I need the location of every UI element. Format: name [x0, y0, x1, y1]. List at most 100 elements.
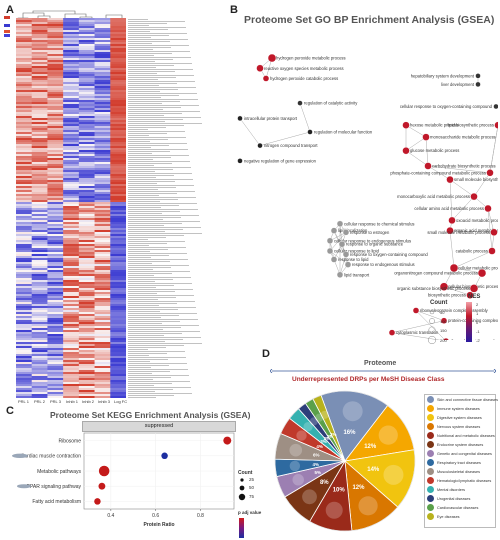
- heatmap-row-label: [128, 208, 218, 210]
- heatmap-row-label: [128, 116, 218, 118]
- heatmap-cell: [31, 162, 48, 165]
- heatmap-cell: [16, 66, 33, 69]
- heatmap-row-label: [128, 102, 218, 104]
- kegg-dot: [161, 452, 168, 460]
- heatmap-cell: [110, 58, 126, 61]
- heatmap-cell: [31, 190, 48, 193]
- heatmap-cell: [16, 86, 33, 89]
- heatmap-row-label: [128, 316, 218, 318]
- heatmap-cell: [110, 268, 126, 271]
- heatmap-cell: [94, 130, 111, 133]
- heatmap-row-label: [128, 352, 218, 354]
- heatmap-cell: [16, 190, 33, 193]
- heatmap-cell: [31, 390, 48, 393]
- heatmap-cell: [78, 142, 95, 145]
- pie-slice-label: 3%: [320, 439, 327, 444]
- heatmap-cell: [16, 78, 33, 81]
- heatmap-cell: [31, 126, 48, 129]
- heatmap-row-label: [128, 184, 218, 186]
- heatmap-cell: [47, 140, 64, 143]
- heatmap-row-label: [128, 76, 218, 78]
- heatmap-cell: [16, 200, 33, 203]
- heatmap-row-label: [128, 68, 218, 70]
- heatmap-cell: [63, 60, 80, 63]
- network-node: [446, 226, 454, 235]
- heatmap-cell: [31, 188, 48, 191]
- heatmap-cell: [16, 378, 33, 381]
- heatmap-cell: [63, 206, 80, 209]
- heatmap-cell: [31, 50, 48, 53]
- heatmap-cell: [16, 266, 33, 269]
- heatmap-cell: [110, 122, 126, 125]
- heatmap-cell: [78, 166, 95, 169]
- heatmap-row-label: [128, 382, 218, 384]
- heatmap-cell: [110, 116, 126, 119]
- heatmap-cell: [110, 358, 126, 361]
- network-edge: [489, 125, 498, 173]
- heatmap-cell: [16, 312, 33, 315]
- heatmap-cell: [78, 84, 95, 87]
- heatmap-cell: [78, 308, 95, 311]
- heatmap-cell: [47, 382, 64, 385]
- heatmap-cell: [63, 36, 80, 39]
- heatmap-cell: [63, 66, 80, 69]
- heatmap-cell: [31, 292, 48, 295]
- heatmap-cell: [110, 376, 126, 379]
- heatmap-cell: [31, 178, 48, 181]
- heatmap-cell: [94, 388, 111, 391]
- network-node: [470, 192, 478, 201]
- heatmap-cell: [63, 254, 80, 257]
- heatmap-cell: [16, 134, 33, 137]
- heatmap-cell: [78, 130, 95, 133]
- heatmap-cell: [78, 248, 95, 251]
- heatmap-cell: [78, 258, 95, 261]
- pie-slice-label: 8%: [320, 480, 329, 486]
- heatmap-cell: [31, 24, 48, 27]
- heatmap-cell: [47, 82, 64, 85]
- heatmap-cell: [110, 292, 126, 295]
- heatmap-cell: [16, 320, 33, 323]
- heatmap-cell: [47, 342, 64, 345]
- heatmap-cell: [63, 332, 80, 335]
- kegg-count-value: 25: [249, 477, 255, 482]
- heatmap-cell: [16, 242, 33, 245]
- network-node-label: monocarboxylic acid metabolic process: [397, 194, 470, 199]
- heatmap-cell: [63, 174, 80, 177]
- heatmap-cell: [31, 54, 48, 57]
- heatmap-cell: [110, 38, 126, 41]
- heatmap-row-label: [128, 138, 218, 140]
- heatmap-cell: [94, 78, 111, 81]
- heatmap-cell: [16, 186, 33, 189]
- heatmap-cell: [47, 344, 64, 347]
- heatmap-cell: [94, 304, 111, 307]
- heatmap-cell: [31, 360, 48, 363]
- heatmap-cell: [31, 38, 48, 41]
- heatmap-row-label: [128, 272, 218, 274]
- heatmap-cell: [47, 108, 64, 111]
- heatmap-cell: [63, 396, 80, 398]
- heatmap-cell: [31, 306, 48, 309]
- heatmap-cell: [78, 180, 95, 183]
- heatmap-cell: [63, 314, 80, 317]
- heatmap-cell: [110, 74, 126, 77]
- heatmap-cell: [63, 208, 80, 211]
- heatmap-row-label: [128, 182, 218, 184]
- heatmap-cell: [78, 240, 95, 243]
- heatmap-cell: [16, 52, 33, 55]
- heatmap-cell: [16, 268, 33, 271]
- pie-chart: 16%12%14%12%10%8%5%4%6%4%3%2%2%2%: [274, 390, 416, 532]
- heatmap-cell: [16, 124, 33, 127]
- heatmap-cell: [78, 328, 95, 331]
- panel-a-label: A: [6, 4, 14, 16]
- heatmap-cell: [16, 386, 33, 389]
- heatmap-cell: [78, 88, 95, 91]
- heatmap-cell: [78, 216, 95, 219]
- heatmap-cell: [78, 382, 95, 385]
- heatmap-cell: [78, 196, 95, 199]
- heatmap-cell: [94, 164, 111, 167]
- heatmap-cell: [94, 244, 111, 247]
- heatmap-cell: [16, 358, 33, 361]
- heatmap-cell: [110, 204, 126, 207]
- heatmap-row-label: [128, 206, 218, 208]
- network-node-label: small molecule biosynthetic process: [454, 177, 498, 182]
